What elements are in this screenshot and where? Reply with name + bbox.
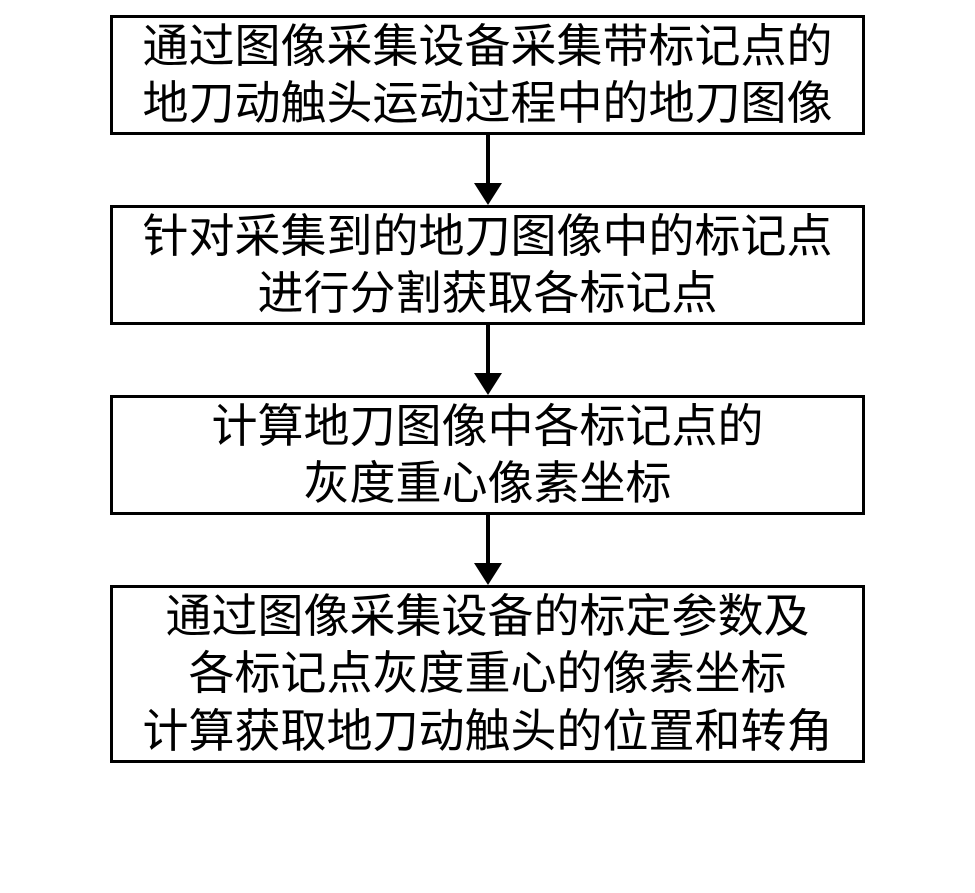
node-text: 灰度重心像素坐标 [304,455,672,513]
flow-node-4: 通过图像采集设备的标定参数及 各标记点灰度重心的像素坐标 计算获取地刀动触头的位… [110,585,865,763]
flowchart-container: 通过图像采集设备采集带标记点的 地刀动触头运动过程中的地刀图像 针对采集到的地刀… [0,0,975,763]
arrow-head-icon [474,563,502,585]
node-text: 通过图像采集设备的标定参数及 [166,588,810,646]
flow-node-3: 计算地刀图像中各标记点的 灰度重心像素坐标 [110,395,865,515]
node-text: 针对采集到的地刀图像中的标记点 [143,208,833,266]
arrow-1 [474,135,502,205]
arrow-shaft [486,515,490,563]
node-text: 进行分割获取各标记点 [258,265,718,323]
arrow-3 [474,515,502,585]
arrow-shaft [486,325,490,373]
arrow-2 [474,325,502,395]
node-text: 计算地刀图像中各标记点的 [212,398,764,456]
arrow-shaft [486,135,490,183]
node-text: 计算获取地刀动触头的位置和转角 [143,703,833,761]
arrow-head-icon [474,373,502,395]
node-text: 地刀动触头运动过程中的地刀图像 [143,75,833,133]
flow-node-1: 通过图像采集设备采集带标记点的 地刀动触头运动过程中的地刀图像 [110,15,865,135]
node-text: 通过图像采集设备采集带标记点的 [143,18,833,76]
node-text: 各标记点灰度重心的像素坐标 [189,645,787,703]
arrow-head-icon [474,183,502,205]
flow-node-2: 针对采集到的地刀图像中的标记点 进行分割获取各标记点 [110,205,865,325]
